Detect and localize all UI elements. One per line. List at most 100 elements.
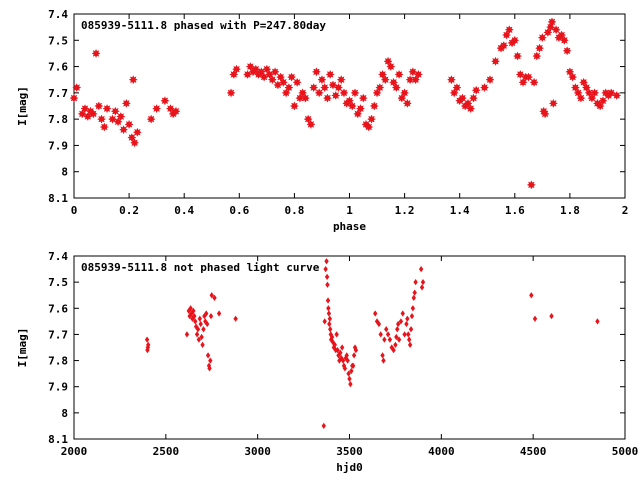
unphased-data-point [348,380,353,388]
phased-x-tick-label: 1.8 [560,204,580,217]
unphased-data-point [410,305,416,312]
unphased-data-point [349,367,354,375]
phased-data-point [499,40,509,51]
phased-data-point [466,103,476,114]
phased-data-point [320,82,330,93]
unphased-data-point [351,352,357,359]
unphased-data-point [200,341,205,349]
unphased-data-point [322,318,327,325]
unphased-data-point [387,336,393,343]
phased-data-point [512,51,523,61]
phased-x-tick-label: 0.2 [119,204,139,217]
phased-y-tick-label: 7.9 [48,139,68,152]
unphased-data-point [204,320,210,328]
unphased-data-point [324,258,329,265]
phased-data-point [413,69,424,80]
unphased-y-tick-label: 7.7 [48,328,68,341]
phased-data-point [547,17,557,27]
phased-data-point [399,88,410,98]
phased-data-point [559,35,570,45]
phased-data-point [551,25,561,35]
phased-data-point [377,69,388,80]
unphased-data-point [201,326,206,333]
unphased-data-point [396,336,402,343]
phased-data-point [77,109,87,119]
unphased-data-point [407,336,412,343]
phased-data-point [94,101,104,111]
unphased-data-point [418,265,424,273]
phased-data-point [501,30,512,40]
unphased-x-tick-label: 5000 [612,445,639,458]
phased-data-point [523,72,534,82]
phased-data-point [303,114,313,124]
unphased-data-point [144,336,150,343]
unphased-data-point [413,279,418,286]
phased-data-point [245,61,255,72]
phased-data-point [397,93,407,103]
phased-data-point [526,180,536,190]
unphased-data-point [184,331,190,338]
phased-data-point [532,51,542,61]
phased-data-point [116,111,126,122]
phased-y-tick-label: 7.5 [48,34,68,47]
unphased-data-point [350,362,356,369]
unphased-data-point [197,315,202,322]
unphased-data-point [409,313,415,320]
phased-y-tick-label: 7.4 [48,8,68,21]
phased-data-point [231,64,242,74]
unphased-y-axis-label: I[mag] [16,328,29,368]
phased-data-point [479,82,490,93]
phased-y-tick-label: 8 [61,166,68,179]
unphased-data-point [342,365,348,372]
unphased-y-tick-label: 8 [61,407,68,420]
unphased-data-point [199,333,204,341]
phased-data-point [72,82,82,93]
unphased-data-point [420,279,426,286]
unphased-data-point [194,331,200,338]
phased-data-point [587,93,597,103]
unphased-data-point [216,310,222,317]
phased-data-point [88,109,98,119]
unphased-y-tick-label: 7.8 [48,355,68,368]
phased-data-point [83,111,93,122]
phased-data-point [457,93,468,103]
unphased-data-point [373,310,378,317]
unphased-data-point [332,341,337,349]
phased-data-point [344,96,355,106]
phased-data-point [534,43,545,53]
phased-data-point [298,88,308,98]
phased-data-point [537,33,547,43]
phased-data-point [328,80,338,90]
phased-data-point [562,46,572,56]
phased-x-tick-label: 1.4 [450,204,470,217]
unphased-data-point [196,336,202,343]
phased-data-point [314,88,324,98]
unphased-data-point [378,331,383,338]
unphased-data-point [405,315,410,322]
phased-data-point [242,69,253,80]
unphased-data-point [146,341,151,349]
unphased-data-point [346,370,351,377]
phased-data-point [485,75,495,85]
phased-data-point [369,101,379,111]
phased-y-tick-label: 7.7 [48,87,68,100]
unphased-data-point [188,305,193,312]
unphased-data-point [205,352,211,359]
phased-data-point [146,114,156,124]
phased-data-point [606,88,616,98]
phased-data-point [380,75,390,85]
unphased-data-point [321,422,326,430]
phased-data-point [372,88,382,98]
unphased-data-point [193,318,198,325]
phased-data-point [347,101,357,111]
phased-data-point [124,119,134,130]
phased-data-point [510,35,520,45]
phased-data-point [598,96,608,106]
unphased-x-tick-label: 4500 [520,445,547,458]
phased-data-point [118,125,129,135]
unphased-data-point [339,344,345,351]
unphased-data-point [404,320,409,328]
phased-data-point [256,67,266,77]
unphased-data-point [412,289,417,296]
